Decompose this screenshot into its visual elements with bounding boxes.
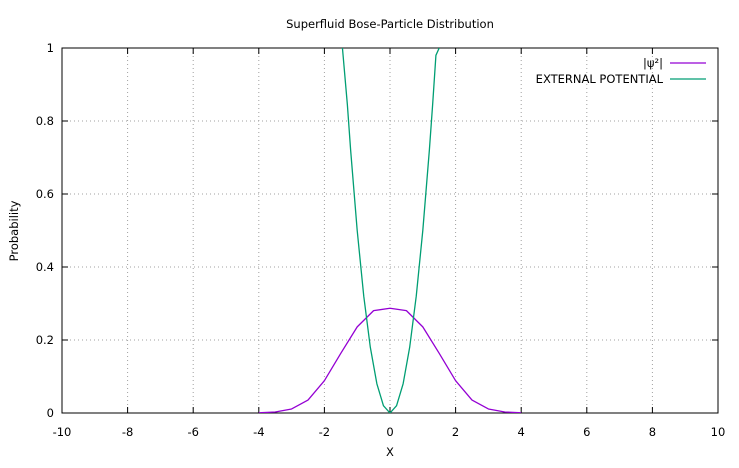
x-tick-label: -4 (253, 425, 264, 439)
y-tick-label: 0.6 (36, 187, 54, 201)
y-tick-label: 1 (47, 41, 54, 55)
chart-title: Superfluid Bose-Particle Distribution (286, 17, 494, 31)
y-tick-label: 0.2 (36, 333, 54, 347)
series-line-psi (258, 307, 522, 413)
y-tick-label: 0 (47, 406, 54, 420)
series-group (258, 48, 522, 413)
grid (62, 48, 718, 413)
axis-ticks: -10 -8 -6 -4 -2 0 2 4 6 8 10 0 0.2 0.4 0.6 0.8 1 (36, 41, 726, 439)
x-axis-label: X (386, 445, 394, 459)
y-tick-label: 0.8 (36, 114, 54, 128)
x-tick-label: 0 (386, 425, 393, 439)
y-tick-label: 0.4 (36, 260, 54, 274)
x-tick-label: 4 (518, 425, 525, 439)
x-tick-label: -2 (319, 425, 330, 439)
legend-label-psi: |ψ²| (643, 56, 663, 70)
series-line-potential (341, 48, 440, 413)
x-tick-label: 2 (452, 425, 459, 439)
x-tick-label: 6 (583, 425, 590, 439)
legend-label-potential: EXTERNAL POTENTIAL (536, 72, 664, 86)
y-axis-label: Probability (7, 200, 21, 261)
x-tick-label: 8 (649, 425, 656, 439)
legend: |ψ²| EXTERNAL POTENTIAL (536, 56, 706, 86)
x-tick-label: -8 (122, 425, 133, 439)
x-tick-label: 10 (711, 425, 726, 439)
x-tick-label: -10 (53, 425, 72, 439)
x-tick-label: -6 (187, 425, 198, 439)
